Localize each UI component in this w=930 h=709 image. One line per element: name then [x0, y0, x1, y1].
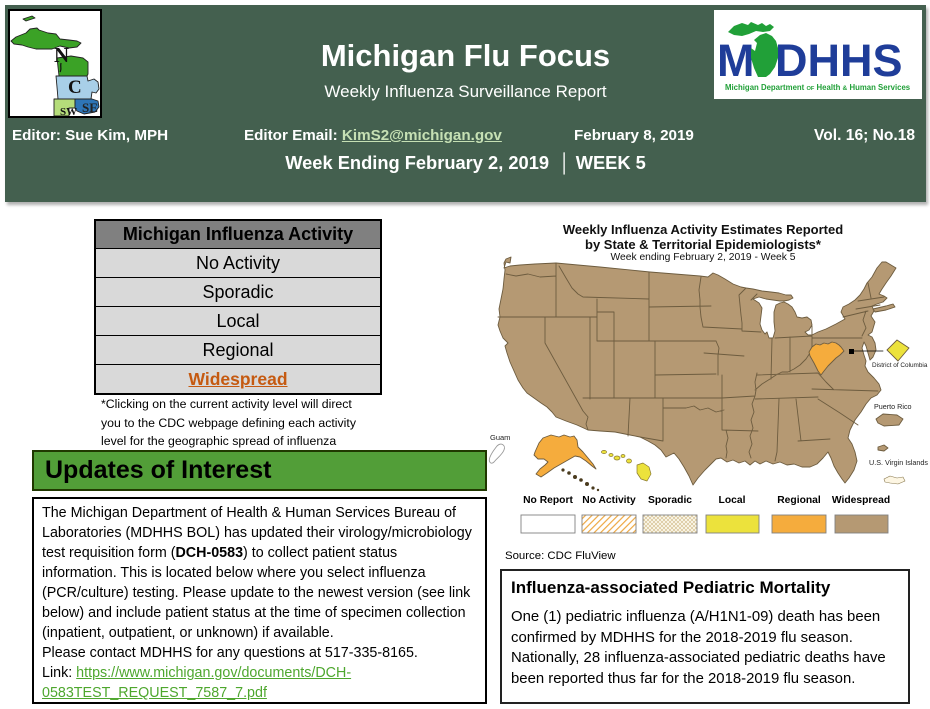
svg-text:M: M — [717, 35, 755, 86]
svg-text:SE: SE — [82, 100, 98, 115]
svg-text:C: C — [68, 77, 82, 98]
svg-text:DHHS: DHHS — [775, 35, 903, 86]
svg-text:District of Columbia: District of Columbia — [872, 362, 928, 369]
svg-text:SW: SW — [60, 106, 77, 116]
svg-text:Guam: Guam — [490, 433, 510, 442]
svg-text:U.S. Virgin Islands: U.S. Virgin Islands — [869, 458, 928, 467]
svg-text:Puerto Rico: Puerto Rico — [874, 402, 912, 411]
svg-text:N: N — [54, 43, 69, 67]
svg-text:Michigan Department OF Health: Michigan Department OF Health & Human Se… — [725, 83, 911, 92]
